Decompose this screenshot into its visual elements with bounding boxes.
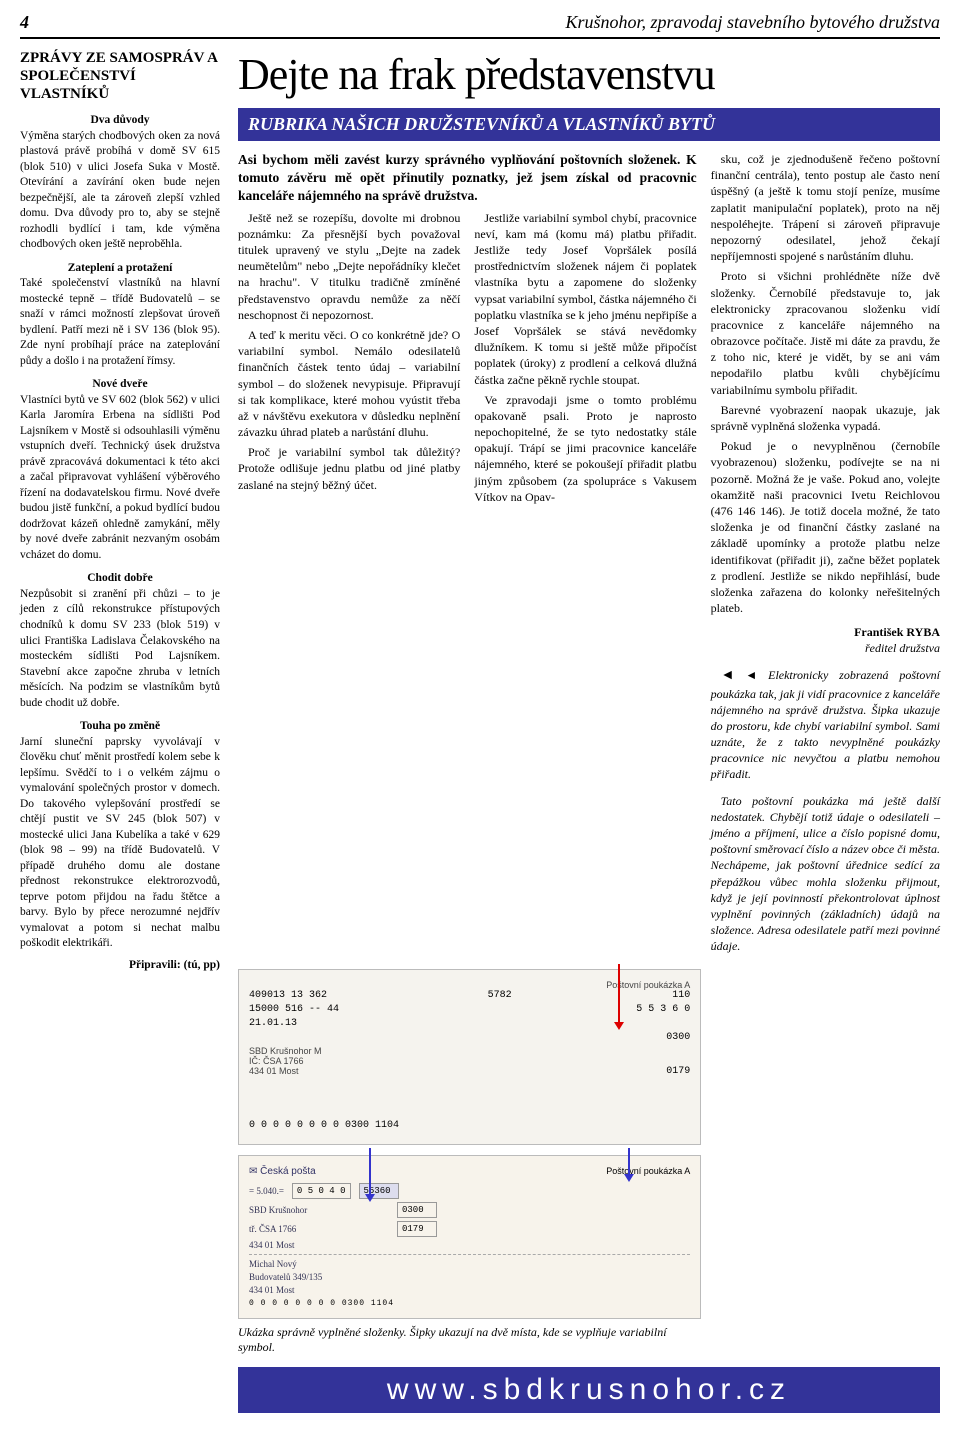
slip-row: 5 5 3 6 0: [636, 1004, 690, 1015]
lead-paragraph: Asi bychom měli zavést kurzy správného v…: [238, 151, 697, 206]
postal-slip-color: ✉ Česká pošta Poštovní poukázka A = 5.04…: [238, 1155, 701, 1319]
block-text: Nezpůsobit si zranění při chůzi – to je …: [20, 587, 220, 711]
block-text: Výměna starých chodbových oken za nová p…: [20, 129, 220, 253]
sidebar: ZPRÁVY ZE SAMOSPRÁV A SPOLEČENSTVÍ VLAST…: [20, 49, 220, 1413]
block-text: Vlastníci bytů ve SV 602 (blok 562) v ul…: [20, 393, 220, 564]
red-arrow-icon: [618, 964, 620, 1024]
figure-caption-side-2: Tato poštovní poukázka má ještě další ne…: [711, 793, 940, 955]
body-paragraph: Ve zpravodaji jsme o tomto problému opak…: [474, 392, 696, 505]
sidebar-heading: ZPRÁVY ZE SAMOSPRÁV A SPOLEČENSTVÍ VLAST…: [20, 49, 220, 103]
slip-row: 15000 516 -- 44: [249, 1004, 339, 1015]
slip-org: 434 01 Most: [249, 1066, 299, 1077]
slip-amount: = 5.040.=: [249, 1186, 284, 1196]
slip-addr: SBD Krušnohor: [249, 1205, 389, 1215]
rubrika-banner: RUBRIKA NAŠICH DRUŽSTEVNÍKŮ A VLASTNÍKŮ …: [238, 108, 940, 141]
slip-row: 110: [672, 990, 690, 1001]
block-title: Nové dveře: [20, 377, 220, 393]
slip-row: 409013 13 362: [249, 990, 327, 1001]
slip-acct: 0179: [397, 1221, 437, 1237]
block-title: Chodit dobře: [20, 571, 220, 587]
author-role: ředitel družstva: [711, 640, 940, 656]
slip-addr: 434 01 Most: [249, 1240, 389, 1250]
block-title: Dva důvody: [20, 113, 220, 129]
body-paragraph: Jestliže variabilní symbol chybí, pracov…: [474, 210, 696, 388]
body-paragraph: Ještě než se rozepíšu, dovolte mi drobno…: [238, 210, 460, 323]
blue-arrow-icon: [628, 1148, 630, 1176]
main-article: Dejte na frak představenstvu RUBRIKA NAŠ…: [238, 49, 940, 1413]
blue-arrow-icon: [369, 1148, 371, 1196]
slip-row: 0179: [666, 1066, 690, 1077]
slip-barcode: 0 0 0 0 0 0 0 0 0300 1104: [249, 1299, 690, 1308]
article-headline: Dejte na frak představenstvu: [238, 49, 940, 100]
block-title: Touha po změně: [20, 719, 220, 735]
block-text: Jarní sluneční paprsky vyvolávají v člov…: [20, 735, 220, 952]
slip-addr: tř. ČSA 1766: [249, 1224, 389, 1234]
slip-org: SBD Krušnohor M: [249, 1046, 690, 1056]
slip-title: Poštovní poukázka A: [249, 980, 690, 990]
body-paragraph: Proč je variabilní symbol tak důležitý? …: [238, 444, 460, 493]
caption-text: ◄ Elektronicky zobrazená poštovní poukáz…: [711, 668, 940, 782]
body-paragraph: A teď k meritu věci. O co konkrétně jde?…: [238, 327, 460, 440]
slip-caption: Ukázka správně vyplněné složenky. Šipky …: [238, 1325, 701, 1355]
slip-sender: Michal Nový: [249, 1259, 297, 1269]
footer-url-banner: www.sbdkrusnohor.cz: [238, 1367, 940, 1413]
block-title: Zateplení a protažení: [20, 261, 220, 277]
slip-acct: 0300: [397, 1202, 437, 1218]
slip-sender: 434 01 Most: [249, 1285, 295, 1295]
page-number: 4: [20, 12, 29, 33]
masthead: Krušnohor, zpravodaj stavebního bytového…: [566, 12, 940, 33]
postal-slip-bw: Poštovní poukázka A 409013 13 362 5782 110…: [238, 969, 701, 1145]
slip-row: 5782: [488, 990, 512, 1001]
block-text: Také společenství vlastníků na hlavní mo…: [20, 276, 220, 369]
slip-row: 0300: [666, 1032, 690, 1043]
slip-barcode: 0 0 0 0 0 0 0 0 0300 1104: [249, 1120, 399, 1131]
figure-caption-side: ◄ ◄ Elektronicky zobrazená poštovní pouk…: [711, 667, 940, 783]
slip-title: Poštovní poukázka A: [606, 1166, 690, 1176]
slip-amount-box: 0 5 0 4 0: [292, 1183, 351, 1199]
posta-logo-icon: ✉ Česká pošta: [249, 1166, 316, 1177]
author-name: František RYBA: [711, 624, 940, 640]
sidebar-byline: Připravili: (tú, pp): [20, 958, 220, 974]
slip-sender: Budovatelů 349/135: [249, 1272, 322, 1282]
slip-org: IČ: ČSA 1766: [249, 1056, 690, 1066]
triangle-icon: ◄: [721, 668, 735, 683]
body-paragraph: Barevné vyobrazení naopak ukazuje, jak s…: [711, 402, 940, 434]
body-paragraph: sku, což je zjednodušeně řečeno poštovní…: [711, 151, 940, 264]
body-paragraph: Proto si všichni prohlédněte níže dvě sl…: [711, 268, 940, 398]
slip-row: 21.01.13: [249, 1018, 297, 1029]
body-paragraph: Pokud je o nevyplněnou (černobíle vyobra…: [711, 438, 940, 616]
